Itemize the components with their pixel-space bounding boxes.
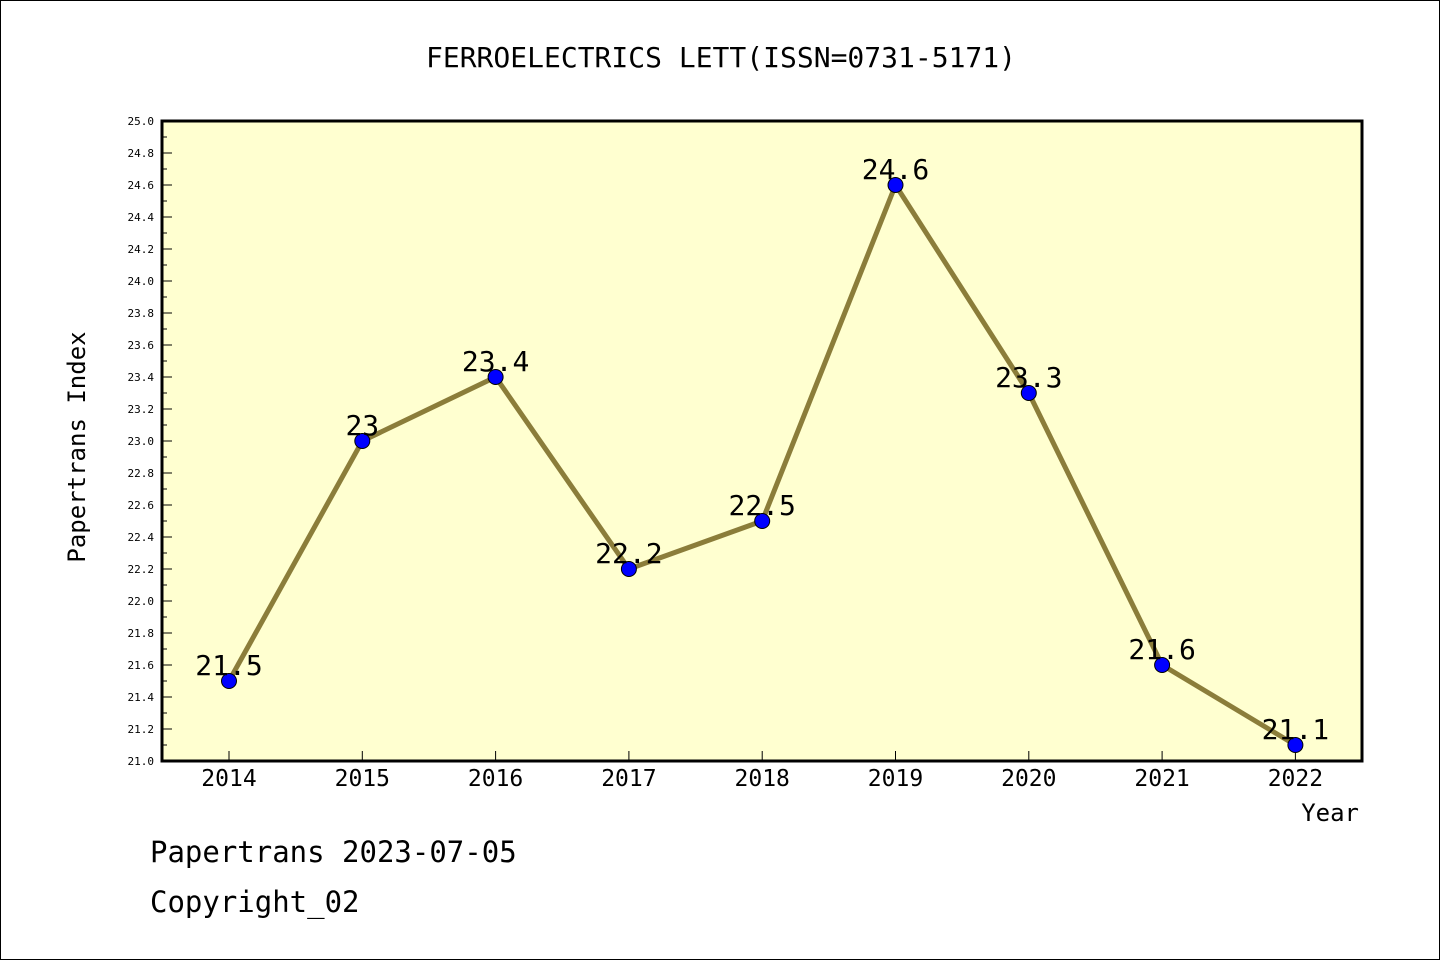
x-tick-label: 2015 <box>335 766 390 792</box>
data-point <box>1154 657 1171 673</box>
data-point <box>1287 737 1304 753</box>
data-point <box>221 673 237 689</box>
y-tick-label: 22.8 <box>128 467 155 480</box>
x-tick-label: 2019 <box>868 766 923 792</box>
footer-copyright: Copyright_02 <box>150 885 360 919</box>
x-tick-label: 2016 <box>468 766 523 792</box>
y-tick-label: 22.0 <box>128 595 155 608</box>
data-label: 21.6 <box>1128 633 1195 666</box>
data-label: 21.5 <box>195 649 262 682</box>
y-tick-label: 21.6 <box>128 659 155 672</box>
y-tick-label: 23.2 <box>128 403 155 416</box>
axes: 21.0 21.2 21.4 21.6 21.8 22.0 22.2 22.4 22.6 22.8… <box>128 115 1324 792</box>
y-tick-label: 23.8 <box>128 307 155 320</box>
y-tick-label: 21.4 <box>128 691 155 704</box>
data-label: 24.6 <box>862 153 929 186</box>
data-point <box>487 369 504 385</box>
y-tick-label: 24.0 <box>128 275 155 288</box>
y-tick-label: 21.2 <box>128 723 155 736</box>
data-point <box>754 513 771 529</box>
y-tick-label: 22.4 <box>128 531 155 544</box>
y-tick-label: 24.6 <box>128 179 155 192</box>
y-axis-title: Papertrans Index <box>63 331 91 562</box>
data-label: 21.1 <box>1262 713 1329 746</box>
y-tick-label: 21.8 <box>128 627 155 640</box>
y-tick-label: 25.0 <box>128 115 155 128</box>
plot-border <box>160 119 1364 763</box>
data-point <box>620 561 637 577</box>
data-label: 23.3 <box>995 361 1062 394</box>
data-point <box>354 433 371 449</box>
data-point <box>1020 385 1037 401</box>
x-axis-title: Year <box>1301 799 1359 827</box>
data-label: 23.4 <box>462 345 529 378</box>
data-point <box>887 177 904 193</box>
y-tick-label: 24.4 <box>128 211 155 224</box>
data-label: 22.5 <box>728 489 795 522</box>
y-tick-label: 24.2 <box>128 243 155 256</box>
y-tick-label: 22.6 <box>128 499 155 512</box>
data-label: 23 <box>345 409 379 442</box>
footer-date: Papertrans 2023-07-05 <box>150 835 517 869</box>
y-tick-label: 23.0 <box>128 435 155 448</box>
x-tick-label: 2014 <box>201 766 256 792</box>
chart-title: FERROELECTRICS LETT(ISSN=0731-5171) <box>426 41 1016 74</box>
x-tick-label: 2021 <box>1134 766 1189 792</box>
y-tick-label: 23.6 <box>128 339 155 352</box>
x-tick-label: 2022 <box>1268 766 1323 792</box>
x-tick-label: 2020 <box>1001 766 1056 792</box>
data-label: 22.2 <box>595 537 662 570</box>
y-tick-label: 24.8 <box>128 147 155 160</box>
y-tick-label: 22.2 <box>128 563 155 576</box>
x-tick-label: 2017 <box>601 766 656 792</box>
y-tick-label: 23.4 <box>128 371 155 384</box>
y-tick-label: 21.0 <box>128 755 155 768</box>
series-group: 21.5 23 23.4 22.2 22.5 24.6 23.3 21.6 21.1 <box>195 153 1329 753</box>
x-tick-label: 2018 <box>735 766 790 792</box>
